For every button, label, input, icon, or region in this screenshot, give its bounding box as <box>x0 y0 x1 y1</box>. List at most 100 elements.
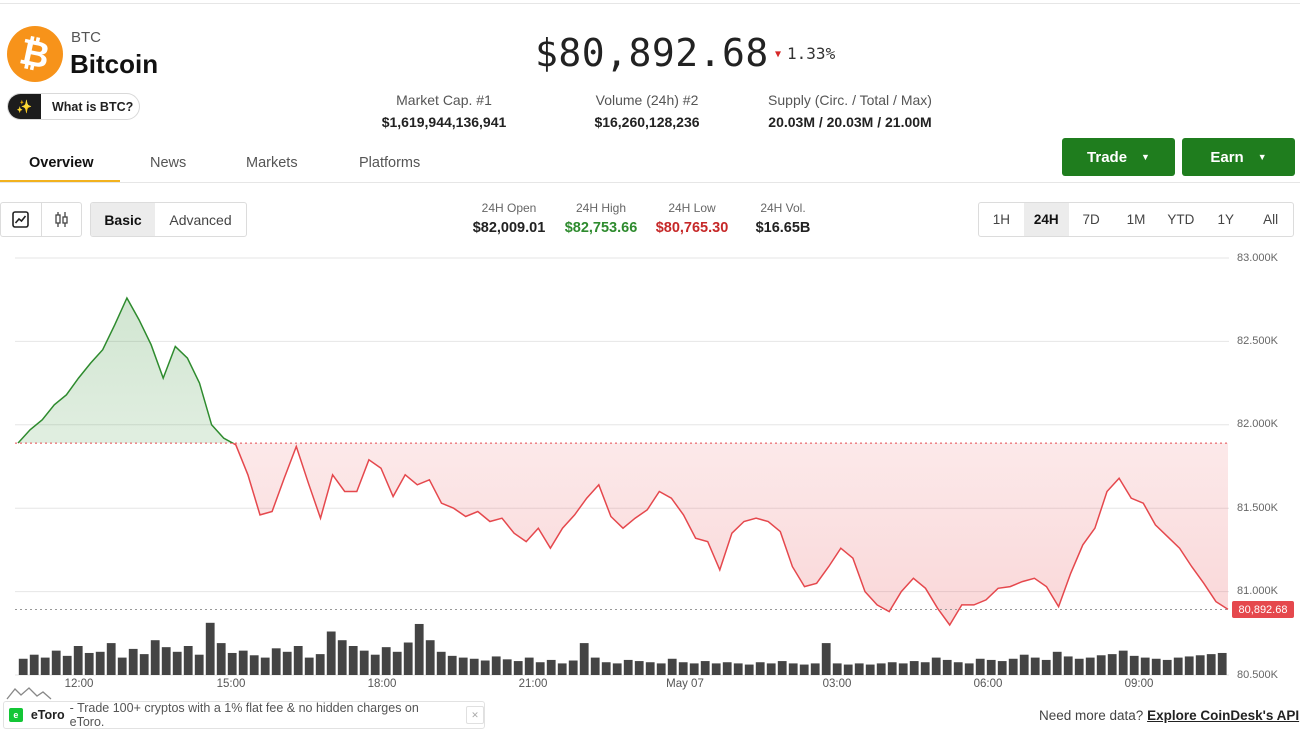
volume-bar <box>821 643 831 675</box>
what-is-btc-label: What is BTC? <box>52 99 134 114</box>
range-7d[interactable]: 7D <box>1082 212 1100 227</box>
volume-bar <box>359 650 369 675</box>
volume-bar <box>524 657 534 675</box>
tab-platforms[interactable]: Platforms <box>359 155 421 171</box>
volume-bar <box>1151 658 1161 675</box>
volume-bar <box>469 658 479 675</box>
tab-news[interactable]: News <box>150 155 187 171</box>
volume-bar <box>425 640 435 675</box>
volume-bar <box>513 661 523 675</box>
volume-bar <box>1162 659 1172 675</box>
volume-bar <box>777 661 787 675</box>
volume-bar <box>634 661 644 675</box>
y-tick-label: 81.500K <box>1237 502 1278 514</box>
volume-bar <box>623 659 633 675</box>
volume-bar <box>139 654 149 675</box>
volume-bar <box>843 664 853 675</box>
trade-button[interactable]: Trade ▼ <box>1062 138 1175 176</box>
ad-close-icon[interactable]: ✕ <box>466 706 484 724</box>
chart-type-toggle <box>0 202 82 237</box>
volume-bar <box>898 663 908 675</box>
volume-bar <box>1195 655 1205 675</box>
range-24h[interactable]: 24H <box>1023 203 1069 236</box>
volume-bar <box>326 631 336 675</box>
volume-bar <box>458 657 468 675</box>
volume-bar <box>1184 656 1194 675</box>
range-1m[interactable]: 1M <box>1126 212 1146 227</box>
volume-bar <box>18 658 28 675</box>
active-tab-indicator <box>0 180 120 183</box>
volume-bar <box>733 663 743 675</box>
volume-bar <box>1107 654 1117 675</box>
volume-bar <box>700 661 710 675</box>
volume-bar <box>1206 654 1216 675</box>
price-chart[interactable] <box>0 245 1300 685</box>
volume-bar <box>403 642 413 675</box>
volume-bar <box>568 660 578 675</box>
market-cap-stat: Market Cap. #1 $1,619,944,136,941 <box>381 92 507 130</box>
price-line-up <box>17 296 235 444</box>
candlestick-chart-icon[interactable] <box>40 203 81 236</box>
basic-mode-button[interactable]: Basic <box>91 203 155 236</box>
volume-bar <box>84 652 94 675</box>
volume-bar <box>1173 657 1183 675</box>
etoro-logo-icon: e <box>9 708 23 722</box>
range-all[interactable]: All <box>1263 212 1279 227</box>
volume-bar <box>370 654 380 675</box>
ohlc-volume: 24H Vol. $16.65B <box>755 201 811 236</box>
volume-bar <box>722 662 732 675</box>
advanced-mode-button[interactable]: Advanced <box>169 211 232 228</box>
x-tick-label: 12:00 <box>64 678 94 690</box>
x-tick-label: 18:00 <box>367 678 397 690</box>
volume-bar <box>161 647 171 675</box>
volume-bar <box>766 663 776 675</box>
volume-bar <box>909 661 919 675</box>
volume-bar <box>436 651 446 675</box>
volume-bar <box>1096 655 1106 675</box>
price-area-down <box>18 443 1228 625</box>
what-is-btc-button[interactable]: ✨ What is BTC? <box>7 93 140 120</box>
earn-button[interactable]: Earn ▼ <box>1182 138 1295 176</box>
volume-bar <box>1118 650 1128 675</box>
volume-bar <box>227 652 237 675</box>
tabs-divider <box>0 182 1300 183</box>
volume-bar <box>590 657 600 675</box>
range-1h[interactable]: 1H <box>992 212 1011 227</box>
volume-bar <box>414 623 424 675</box>
volume-bar <box>1052 651 1062 675</box>
volume-bar <box>392 651 402 675</box>
explore-api-link[interactable]: Explore CoinDesk's API <box>1147 708 1300 723</box>
volume-bar <box>953 662 963 675</box>
x-tick-label: 21:00 <box>518 678 548 690</box>
sparkle-icon: ✨ <box>8 94 41 119</box>
etoro-ad-banner[interactable]: e eToro - Trade 100+ cryptos with a 1% f… <box>3 701 485 729</box>
volume-bar <box>1140 657 1150 675</box>
price-change: ▼ 1.33% <box>775 44 836 63</box>
ohlc-low: 24H Low $80,765.30 <box>655 201 729 236</box>
last-price-tag: 80,892.68 <box>1232 601 1294 618</box>
y-tick-label: 83.000K <box>1237 252 1278 264</box>
volume-bar <box>106 643 116 675</box>
volume-bar <box>1041 659 1051 675</box>
x-tick-label: 06:00 <box>973 678 1003 690</box>
volume-bar <box>95 651 105 675</box>
tab-markets[interactable]: Markets <box>246 155 298 171</box>
volume-stat: Volume (24h) #2 $16,260,128,236 <box>594 92 700 130</box>
ohlc-open: 24H Open $82,009.01 <box>472 201 546 236</box>
chevron-down-icon: ▼ <box>1141 152 1150 162</box>
bitcoin-logo-icon: ₿ <box>7 26 63 82</box>
volume-bar <box>788 663 798 675</box>
line-chart-icon[interactable] <box>1 203 41 236</box>
range-ytd[interactable]: YTD <box>1167 212 1195 227</box>
range-1y[interactable]: 1Y <box>1217 212 1234 227</box>
volume-bar <box>1063 656 1073 675</box>
ohlc-high: 24H High $82,753.66 <box>564 201 638 236</box>
volume-bar <box>557 663 567 675</box>
tab-overview[interactable]: Overview <box>29 155 94 171</box>
volume-bar <box>535 662 545 675</box>
volume-bar <box>887 662 897 675</box>
tradingview-mark-icon <box>6 687 52 700</box>
volume-bar <box>128 648 138 675</box>
volume-bar <box>656 663 666 675</box>
volume-bar <box>238 650 248 675</box>
